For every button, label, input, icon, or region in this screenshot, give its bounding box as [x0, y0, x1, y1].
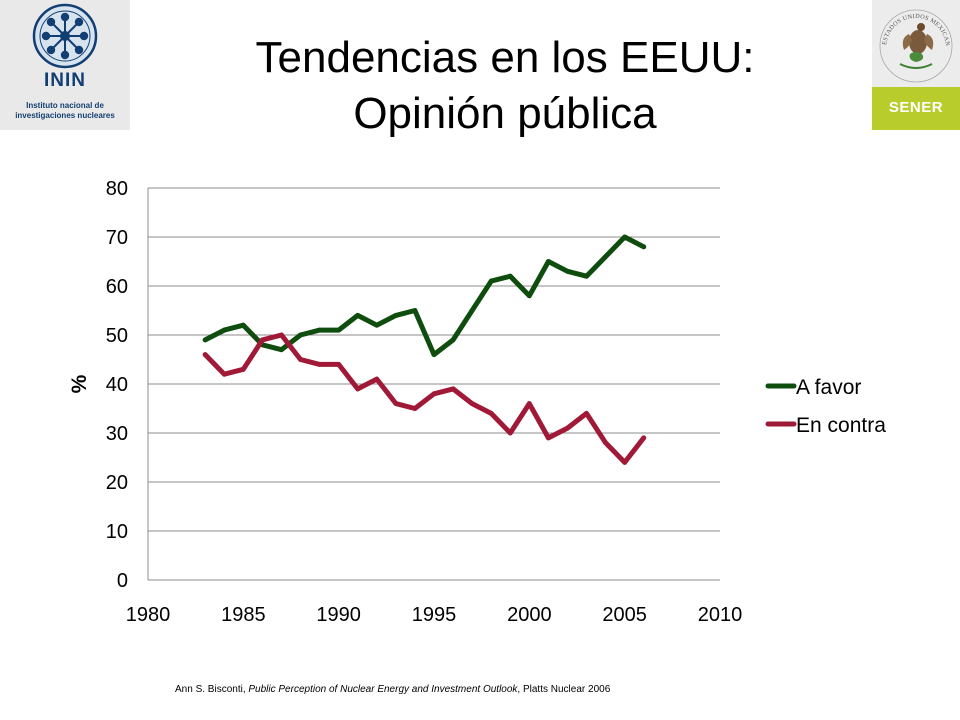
x-tick-label-2005: 2005: [602, 604, 647, 626]
data-point-en-contra-1990: [336, 362, 342, 367]
data-point-en-contra-1985: [240, 366, 246, 372]
data-point-a-favor-1993: [393, 313, 399, 318]
y-tick-label-0: 0: [117, 570, 128, 592]
data-point-a-favor-1994: [412, 308, 418, 313]
x-tick-label-1980: 1980: [126, 604, 171, 626]
data-point-en-contra-1983: [202, 352, 208, 357]
title-line-1: Tendencias en los EEUU:: [255, 33, 755, 82]
y-tick-label-10: 10: [106, 521, 128, 543]
y-tick-label-30: 30: [106, 423, 128, 445]
sener-seal: ESTADOS UNIDOS MEXICANOS: [872, 0, 960, 87]
data-point-en-contra-1986: [260, 337, 265, 343]
series-line-a-favor: [202, 234, 647, 358]
data-point-en-contra-1987: [279, 332, 284, 338]
data-point-a-favor-2005: [622, 234, 628, 240]
slide-title: Tendencias en los EEUU: Opinión pública: [140, 30, 870, 142]
data-point-en-contra-2000: [526, 401, 532, 406]
y-tick-label-40: 40: [106, 374, 128, 396]
data-point-en-contra-2004: [603, 440, 608, 446]
mexican-coat-of-arms-icon: ESTADOS UNIDOS MEXICANOS: [872, 0, 953, 83]
atom-icon: [32, 3, 98, 69]
data-point-en-contra-1995: [431, 391, 437, 397]
data-point-en-contra-1996: [450, 386, 456, 392]
data-point-a-favor-1990: [336, 327, 342, 333]
y-tick-label-50: 50: [106, 325, 128, 347]
data-point-en-contra-1994: [412, 406, 418, 411]
legend-label-a-favor: A favor: [796, 376, 861, 399]
data-point-a-favor-1984: [221, 327, 227, 333]
data-point-en-contra-2002: [565, 425, 570, 431]
sener-band: [872, 87, 960, 130]
citation-publisher: , Platts Nuclear 2006: [517, 684, 611, 695]
title-line-2: Opinión pública: [353, 89, 657, 138]
data-point-a-favor-1988: [298, 332, 303, 338]
series-line-en-contra: [202, 332, 647, 465]
data-point-a-favor-1991: [355, 313, 361, 318]
data-point-a-favor-1989: [317, 327, 322, 333]
data-point-en-contra-2006: [641, 435, 647, 441]
data-point-en-contra-1997: [469, 401, 475, 406]
data-point-a-favor-1997: [469, 308, 475, 313]
y-axis-label: %: [68, 374, 91, 393]
data-point-a-favor-1983: [202, 337, 208, 343]
x-tick-label-1985: 1985: [221, 604, 266, 626]
y-tick-label-80: 80: [106, 178, 128, 200]
sener-label: SENER: [888, 99, 944, 116]
citation-work: Public Perception of Nuclear Energy and …: [248, 684, 518, 695]
data-point-a-favor-1999: [507, 273, 513, 279]
citation-author: Ann S. Bisconti,: [175, 684, 249, 695]
data-point-a-favor-1996: [450, 337, 456, 343]
x-tick-label-2010: 2010: [698, 604, 743, 626]
data-point-en-contra-1989: [317, 362, 322, 367]
data-point-en-contra-2005: [622, 460, 628, 465]
data-point-en-contra-1998: [488, 411, 494, 416]
x-tick-label-1990: 1990: [316, 604, 361, 626]
data-point-a-favor-2002: [565, 268, 570, 274]
data-point-a-favor-2000: [526, 293, 532, 299]
y-tick-label-70: 70: [106, 227, 128, 249]
citation: Ann S. Bisconti, Public Perception of Nu…: [175, 684, 775, 695]
x-tick-label-2000: 2000: [507, 604, 552, 626]
data-point-en-contra-1993: [393, 401, 399, 406]
legend-label-en-contra: En contra: [796, 414, 886, 437]
data-point-a-favor-2001: [546, 259, 551, 264]
x-tick-label-1995: 1995: [412, 604, 457, 626]
data-point-en-contra-2001: [546, 435, 551, 441]
data-point-a-favor-1987: [279, 347, 284, 353]
data-point-a-favor-1998: [488, 278, 494, 284]
data-point-en-contra-1992: [374, 376, 380, 382]
y-tick-label-60: 60: [106, 276, 128, 298]
data-point-a-favor-1985: [240, 322, 246, 328]
data-point-a-favor-2003: [584, 273, 589, 279]
inin-subtitle: Instituto nacional de investigaciones nu…: [15, 101, 115, 120]
inin-logo: ININ Instituto nacional de investigacion…: [0, 0, 130, 130]
data-point-en-contra-1988: [298, 357, 303, 362]
data-point-a-favor-1992: [374, 322, 380, 328]
data-point-a-favor-2006: [641, 244, 647, 250]
y-tick-label-20: 20: [106, 472, 128, 494]
data-point-en-contra-1999: [507, 430, 513, 436]
data-point-a-favor-2004: [603, 254, 608, 259]
data-point-en-contra-2003: [584, 411, 589, 416]
data-point-en-contra-1984: [221, 371, 227, 377]
inin-name: ININ: [44, 70, 86, 91]
data-point-en-contra-1991: [355, 386, 361, 392]
data-point-a-favor-1995: [431, 352, 437, 357]
